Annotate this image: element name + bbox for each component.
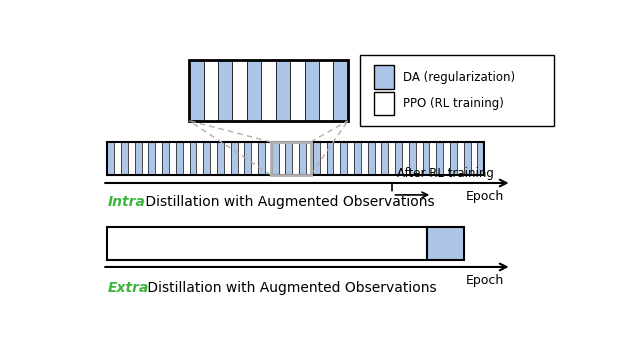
Bar xyxy=(258,142,265,175)
Bar xyxy=(374,65,394,89)
Bar xyxy=(114,142,121,175)
Bar xyxy=(204,60,218,121)
Bar xyxy=(134,142,141,175)
Bar xyxy=(232,60,247,121)
Bar xyxy=(108,142,484,175)
Bar xyxy=(457,142,463,175)
Bar xyxy=(169,142,176,175)
Bar xyxy=(422,142,429,175)
Bar xyxy=(189,60,204,121)
Bar xyxy=(285,142,292,175)
Bar xyxy=(272,142,278,175)
Bar xyxy=(326,142,333,175)
Bar xyxy=(374,92,394,116)
Bar xyxy=(108,142,114,175)
Bar xyxy=(299,142,306,175)
Bar xyxy=(278,142,285,175)
Text: Distillation with Augmented Observations: Distillation with Augmented Observations xyxy=(143,281,436,295)
Bar xyxy=(189,142,196,175)
Bar xyxy=(261,60,276,121)
Bar xyxy=(368,142,374,175)
Bar xyxy=(470,142,477,175)
Bar xyxy=(237,142,244,175)
Text: DA (regularization): DA (regularization) xyxy=(403,71,515,84)
Bar xyxy=(333,60,348,121)
Bar xyxy=(354,142,361,175)
Bar xyxy=(388,142,395,175)
Bar xyxy=(247,60,261,121)
Bar xyxy=(265,142,272,175)
Text: PPO (RL training): PPO (RL training) xyxy=(403,97,504,110)
Bar xyxy=(402,142,409,175)
Bar xyxy=(340,142,347,175)
Bar xyxy=(381,142,388,175)
Bar xyxy=(210,142,217,175)
Bar xyxy=(463,142,470,175)
Bar xyxy=(416,142,422,175)
Bar xyxy=(252,142,258,175)
Bar xyxy=(320,142,326,175)
Bar xyxy=(443,142,450,175)
Bar xyxy=(319,60,333,121)
Bar xyxy=(477,142,484,175)
Bar xyxy=(305,60,319,121)
Bar xyxy=(121,142,128,175)
Bar xyxy=(271,142,310,175)
Bar xyxy=(333,142,340,175)
Bar xyxy=(217,142,224,175)
Bar xyxy=(292,142,299,175)
Bar xyxy=(428,227,465,260)
Bar xyxy=(162,142,169,175)
Bar xyxy=(141,142,148,175)
Bar xyxy=(204,142,210,175)
Bar xyxy=(361,142,368,175)
Text: Extra: Extra xyxy=(108,281,148,295)
Bar xyxy=(108,227,428,260)
Bar xyxy=(276,60,290,121)
Bar xyxy=(244,142,252,175)
Text: Distillation with Augmented Observations: Distillation with Augmented Observations xyxy=(141,195,435,209)
Bar xyxy=(409,142,416,175)
Bar xyxy=(176,142,182,175)
Bar xyxy=(182,142,189,175)
Bar xyxy=(290,60,305,121)
Bar xyxy=(156,142,162,175)
Bar xyxy=(128,142,134,175)
Bar xyxy=(360,54,554,126)
Text: Epoch: Epoch xyxy=(466,190,504,203)
Bar xyxy=(347,142,354,175)
Text: After RL training: After RL training xyxy=(397,167,494,180)
Bar xyxy=(189,60,348,121)
Bar xyxy=(313,142,320,175)
Bar xyxy=(306,142,313,175)
Text: Intra: Intra xyxy=(108,195,145,209)
Bar xyxy=(224,142,230,175)
Bar xyxy=(196,142,204,175)
Bar xyxy=(148,142,156,175)
Bar xyxy=(395,142,402,175)
Bar xyxy=(436,142,443,175)
Bar xyxy=(429,142,436,175)
Bar xyxy=(374,142,381,175)
Text: Epoch: Epoch xyxy=(466,275,504,287)
Bar xyxy=(230,142,237,175)
Bar xyxy=(218,60,232,121)
Bar xyxy=(450,142,457,175)
